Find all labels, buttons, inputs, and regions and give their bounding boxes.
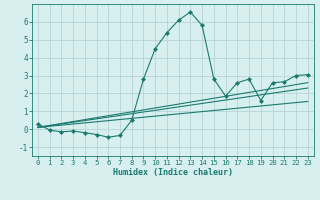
X-axis label: Humidex (Indice chaleur): Humidex (Indice chaleur) <box>113 168 233 177</box>
